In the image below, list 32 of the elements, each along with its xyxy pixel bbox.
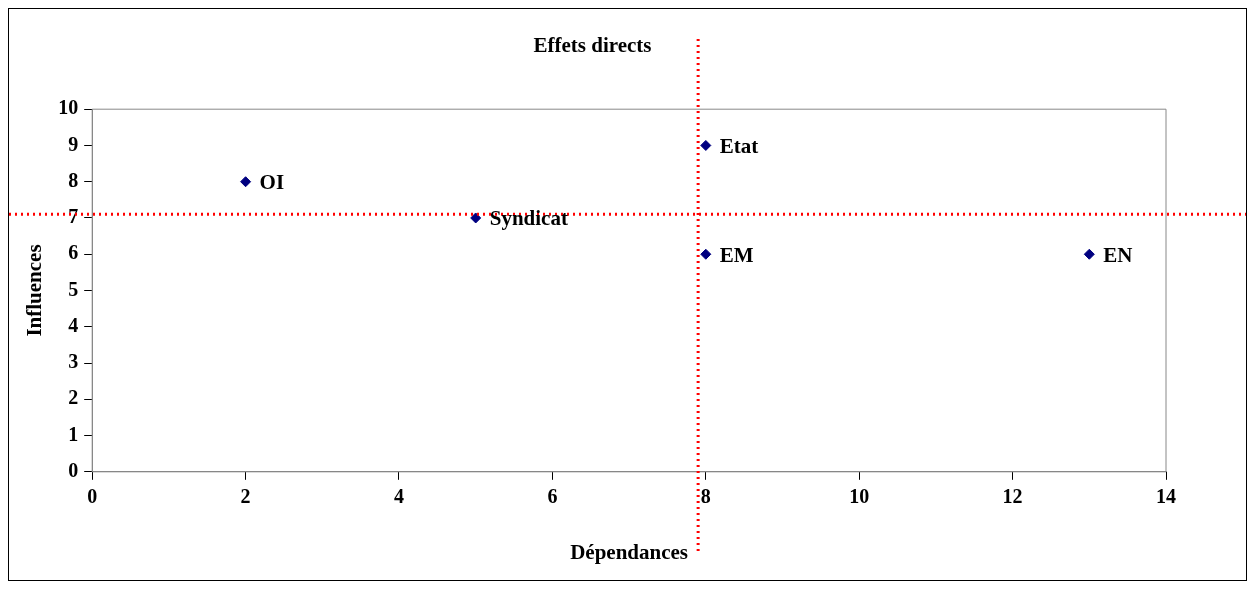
point [1083,248,1095,260]
point [470,212,482,224]
y-tick-label: 9 [68,132,79,155]
annotation: OI [259,170,285,195]
y-tick-label: 4 [68,313,79,336]
annotation: Syndicat [489,206,568,231]
y-tick-label: 8 [68,168,79,191]
annotation: EM [719,242,754,267]
x-tick-label: 6 [547,484,558,507]
x-axis-title: Dépendances [570,539,689,564]
x-tick-label: 4 [394,484,404,507]
x-tick-label: 8 [700,484,711,507]
annotation: Etat [719,133,759,158]
y-tick-label: 10 [58,96,79,119]
x-tick-label: 12 [1002,484,1023,507]
point [240,176,252,188]
y-tick-label: 2 [68,386,79,409]
y-tick-label: 7 [68,205,79,228]
y-tick-label: 3 [68,350,79,373]
annotation: EN [1103,242,1133,267]
point [700,139,712,151]
x-tick-label: 14 [1156,484,1176,507]
x-tick-label: 2 [240,484,251,507]
chart-title: Effets directs [533,33,652,58]
x-tick-label: 10 [849,484,870,507]
point [700,248,712,260]
y-tick-label: 5 [68,277,79,300]
y-tick-label: 0 [68,458,79,481]
y-tick-label: 1 [68,422,79,445]
y-tick-label: 6 [68,241,79,264]
x-tick-label: 0 [87,484,98,507]
y-axis-title: Influences [22,244,47,337]
